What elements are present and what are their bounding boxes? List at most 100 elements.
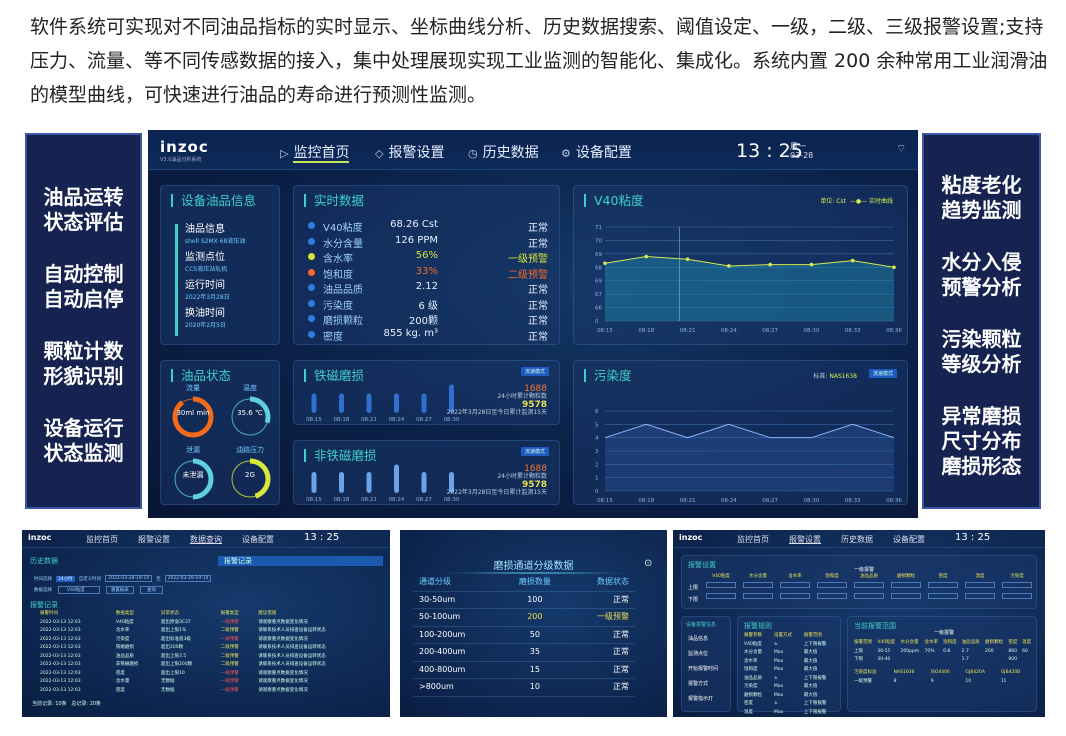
data-type-select[interactable]: V40粘度 <box>58 586 100 594</box>
gauge-label: 油路压力 <box>236 446 264 454</box>
table-row: 温度 Max 上下限报警 <box>742 709 838 718</box>
lower-input[interactable] <box>780 593 810 599</box>
nav-item[interactable]: 报警设置 <box>138 535 170 544</box>
nav-item[interactable]: 监控首页 <box>86 535 118 544</box>
lower-input[interactable] <box>891 593 921 599</box>
upper-input[interactable] <box>780 582 810 588</box>
custom-range-button[interactable]: 自定义时间 <box>78 576 102 582</box>
lower-input[interactable] <box>1002 593 1032 599</box>
wifi-icon[interactable]: ⌔ <box>896 142 907 155</box>
table-cell: 含水量 <box>115 679 130 684</box>
column-header: 通道分级 <box>413 574 502 592</box>
device-info-item: 油品信息 <box>688 636 709 642</box>
feature-label: 自动控制自动启停 <box>43 262 124 311</box>
column-header: 报警时间 <box>40 611 58 616</box>
table-cell: 2022-03-13 12:03 <box>40 645 81 650</box>
upper-input[interactable] <box>743 582 773 588</box>
nav-device-config[interactable]: ⚙ 设备配置 <box>561 142 632 162</box>
alarm-param: 水分含量 <box>741 573 775 599</box>
table-cell <box>941 656 960 665</box>
table-cell: 超出上限1% <box>161 628 187 633</box>
nav-item[interactable]: 监控首页 <box>737 535 769 544</box>
nav-item[interactable]: 数据查询 <box>190 535 222 544</box>
bar <box>394 464 399 493</box>
column-header: 建议措施 <box>258 611 277 616</box>
table-cell: 11 <box>1000 678 1007 684</box>
table-cell: 最大值 <box>803 667 818 672</box>
y-tick-label: 69 <box>595 279 602 285</box>
table-cell: 2.7 <box>961 648 969 654</box>
column-header: NAS1638 <box>893 670 915 675</box>
range-24h-button[interactable]: 24小时 <box>56 575 75 582</box>
table-cell: 正常 <box>568 643 635 662</box>
nav-item[interactable]: 设备配置 <box>893 535 925 544</box>
mode-badge[interactable]: 流速模式 <box>520 367 549 376</box>
table-row: 一级预警 8 9 10 11 <box>852 678 1034 687</box>
table-row: 水分含量 Max 最大值 <box>742 649 838 658</box>
nav-monitor-home[interactable]: ▷ 监控首页 <box>280 142 350 163</box>
upper-input[interactable] <box>891 582 921 588</box>
standard-value: NAS1638 <box>829 373 857 380</box>
from-date-input[interactable]: 2022-03-28-19-14 <box>105 575 153 582</box>
mode-badge[interactable]: 流速模式 <box>520 447 549 456</box>
param-label: 温度 <box>975 574 985 579</box>
column-header: ISO4406 <box>930 670 950 675</box>
series-line <box>604 423 895 439</box>
metric-value: 6 级 <box>418 300 438 312</box>
table-cell: V40粘度 <box>744 641 762 647</box>
nav-item[interactable]: 历史数据 <box>841 535 873 544</box>
upper-input[interactable] <box>928 582 958 588</box>
lower-input[interactable] <box>743 593 773 599</box>
series-line <box>604 256 895 268</box>
query-button[interactable]: 查询 <box>139 586 163 594</box>
y-tick-label: 68 <box>595 265 602 271</box>
table-cell: 正常 <box>568 661 635 679</box>
upper-label: 上限 <box>688 585 699 591</box>
table-cell: 水分含量 <box>744 650 762 655</box>
level-label: 一级报警 <box>934 630 955 636</box>
to-date-input[interactable]: 2022-03-29-19-14 <box>164 575 212 582</box>
feature-label: 异常磨损尺寸分布磨损形态 <box>941 404 1022 478</box>
upper-input[interactable] <box>817 582 847 588</box>
y-tick-label: 3 <box>595 449 599 455</box>
table-row: >800um 10 正常 <box>413 678 635 697</box>
param-label: 污染度 <box>1010 574 1024 579</box>
lower-input[interactable] <box>817 593 847 599</box>
lower-input[interactable] <box>965 593 995 599</box>
upper-input[interactable] <box>965 582 995 588</box>
lower-input[interactable] <box>854 593 884 599</box>
param-label: 磨损颗粒 <box>897 574 915 579</box>
mode-badge[interactable]: 流速模式 <box>868 369 897 378</box>
upper-input[interactable] <box>706 582 736 588</box>
x-tick-label: 08:27 <box>762 328 778 334</box>
lower-input[interactable] <box>706 593 736 599</box>
table-cell: 二级预警 <box>220 653 239 659</box>
table-cell: 2022-03-13 12:03 <box>40 679 81 684</box>
upper-input[interactable] <box>1002 582 1032 588</box>
table-cell: 200-400um <box>413 643 502 662</box>
section-title: 设备报警信息 <box>686 622 717 628</box>
panel-title: 实时数据 <box>304 194 364 207</box>
nav-history-data[interactable]: ◷ 历史数据 <box>468 142 539 162</box>
next-arrow-icon[interactable]: ⊙ <box>644 558 653 569</box>
reset-button[interactable]: 重置报表 <box>105 586 134 594</box>
alarm-records-table: 报警时间 数据类型 异常状态 报警类型 建议措施 2022-03-13 12:03 V40粘… <box>38 610 378 695</box>
table-row: 400-800um 15 正常 <box>413 661 635 679</box>
realtime-data-panel: 实时数据 V40粘度 68.26 Cst 正常 水分含量 126 PPM 正常 含水率 56%… <box>293 185 560 345</box>
metric-name: 饱和度 <box>323 269 353 281</box>
table-cell: 超出原值3C37 <box>161 619 191 625</box>
panel-title: 油品状态 <box>171 369 231 382</box>
section-tab[interactable]: 报警记录 <box>218 556 383 566</box>
upper-input[interactable] <box>854 582 884 588</box>
param-label: 含水率 <box>788 574 802 579</box>
data-point <box>850 258 855 263</box>
nav-item[interactable]: 设备配置 <box>242 535 274 544</box>
realtime-row: 水分含量 126 PPM 正常 <box>308 235 548 250</box>
table-header-row: 报警时间 数据类型 异常状态 报警类型 建议措施 <box>38 610 378 619</box>
table-title: 磨损通道分级数据 <box>493 561 574 572</box>
lower-input[interactable] <box>928 593 958 599</box>
date-display: 周一 03-28 <box>790 142 813 160</box>
nav-alarm-settings[interactable]: ◇ 报警设置 <box>375 142 444 162</box>
nav-item[interactable]: 报警设置 <box>789 535 821 544</box>
table-row: 2022-03-13 12:03 污染度 超出标准值3级 一级预警 请观察重点数据变化情… <box>38 636 378 645</box>
